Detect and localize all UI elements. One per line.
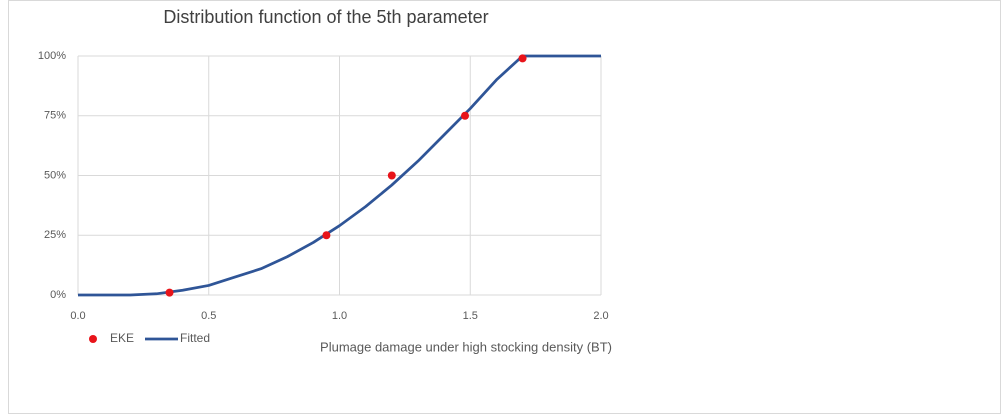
y-tick-label: 75% bbox=[44, 110, 66, 122]
chart-title: Distribution function of the 5th paramet… bbox=[163, 7, 488, 27]
legend-label: EKE bbox=[110, 331, 134, 345]
x-tick-label: 0.0 bbox=[70, 310, 85, 322]
data-point bbox=[165, 288, 174, 297]
y-tick-label: 50% bbox=[44, 169, 66, 181]
y-tick-label: 0% bbox=[50, 289, 66, 301]
x-tick-label: 1.5 bbox=[463, 310, 478, 322]
x-tick-label: 2.0 bbox=[593, 310, 608, 322]
data-point bbox=[322, 231, 331, 240]
fitted-line bbox=[78, 54, 601, 297]
data-point bbox=[461, 111, 470, 120]
x-tick-label: 1.0 bbox=[332, 310, 347, 322]
x-axis-label: Plumage damage under high stocking densi… bbox=[320, 339, 612, 354]
data-point bbox=[518, 54, 527, 63]
legend-label: Fitted bbox=[180, 331, 210, 345]
legend-marker bbox=[89, 335, 97, 343]
y-tick-label: 25% bbox=[44, 229, 66, 241]
data-point bbox=[387, 171, 396, 180]
y-tick-label: 100% bbox=[38, 50, 66, 62]
chart-frame bbox=[8, 0, 1001, 414]
x-tick-label: 0.5 bbox=[201, 310, 216, 322]
